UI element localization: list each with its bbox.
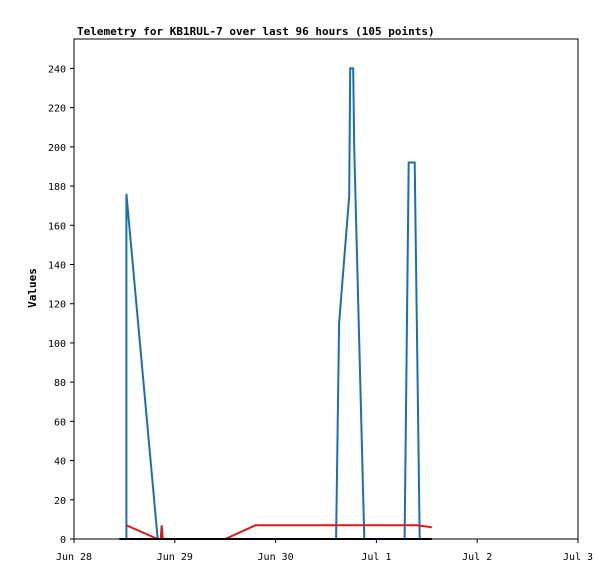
- y-tick-label: 200: [48, 143, 66, 154]
- y-tick-label: 160: [48, 221, 66, 232]
- y-tick-label: 20: [54, 496, 66, 507]
- y-tick-label: 180: [48, 182, 66, 193]
- y-axis: 0 20 40 60 80 100 120 140 160 180 200 220 240: [48, 64, 74, 546]
- plot-frame: [73, 38, 579, 540]
- y-tick-label: 140: [48, 260, 66, 271]
- y-tick-label: 60: [54, 417, 66, 428]
- y-tick-label: 240: [48, 64, 66, 75]
- series-group: [119, 67, 432, 540]
- y-tick-label: 120: [48, 300, 66, 311]
- series-line-2: [125, 524, 432, 540]
- y-tick-label: 220: [48, 104, 66, 115]
- y-tick-label: 80: [54, 378, 66, 389]
- x-tick-label: Jul 1: [361, 552, 391, 563]
- x-tick-label: Jul 2: [462, 552, 492, 563]
- x-tick-label: Jul 3: [563, 552, 593, 563]
- y-axis-label: Values: [26, 268, 39, 308]
- x-tick-label: Jun 29: [157, 552, 193, 563]
- y-tick-label: 0: [60, 535, 66, 546]
- chart-title: Telemetry for KB1RUL-7 over last 96 hour…: [77, 25, 435, 38]
- y-tick-label: 40: [54, 457, 66, 468]
- series-line-1: [119, 67, 427, 540]
- y-tick-label: 100: [48, 339, 66, 350]
- x-tick-label: Jun 28: [56, 552, 92, 563]
- x-tick-label: Jun 30: [258, 552, 294, 563]
- x-axis: Jun 28 Jun 29 Jun 30 Jul 1 Jul 2 Jul 3: [56, 539, 593, 563]
